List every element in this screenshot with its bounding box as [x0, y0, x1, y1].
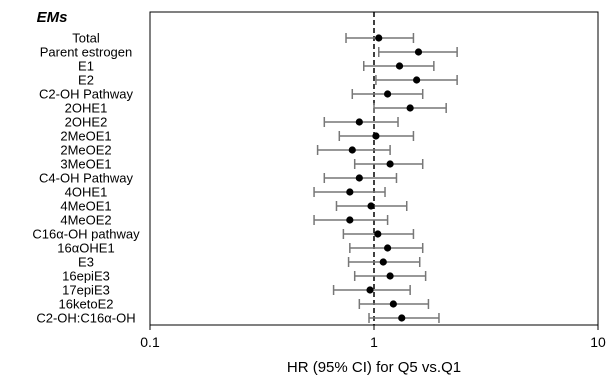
hr-point: [386, 160, 394, 168]
hr-point: [355, 118, 363, 126]
row-label: 16epiE3: [62, 269, 110, 284]
estimate-row: [353, 159, 424, 169]
row-label: 2MeOE2: [60, 143, 111, 158]
hr-point: [346, 216, 354, 224]
x-tick-label: 1: [370, 334, 378, 350]
estimate-row: [351, 89, 424, 99]
column-header: EMs: [37, 9, 68, 26]
hr-point: [355, 174, 363, 182]
estimate-rows: [313, 33, 458, 323]
estimate-row: [349, 243, 424, 253]
hr-point: [346, 188, 354, 196]
hr-point: [379, 258, 387, 266]
row-label: 4OHE1: [65, 185, 108, 200]
hr-point: [386, 272, 394, 280]
row-label: 17epiE3: [62, 283, 110, 298]
hr-point: [372, 132, 380, 140]
estimate-row: [313, 215, 389, 225]
estimate-row: [373, 103, 447, 113]
estimate-row: [338, 131, 415, 141]
row-label: E3: [78, 255, 94, 270]
row-label: 2OHE2: [65, 115, 108, 130]
estimate-row: [342, 229, 415, 239]
hr-point: [374, 230, 382, 238]
estimate-row: [368, 313, 440, 323]
hr-point: [398, 314, 406, 322]
hr-point: [383, 90, 392, 98]
x-tick-label: 0.1: [140, 334, 160, 350]
x-tick-label: 10: [590, 334, 606, 350]
row-label: 2OHE1: [65, 101, 108, 116]
estimate-row: [363, 61, 435, 71]
estimate-row: [353, 271, 427, 281]
estimate-row: [323, 173, 398, 183]
row-label: C16α-OH pathway: [32, 227, 140, 242]
row-label: E2: [78, 73, 94, 88]
estimate-row: [335, 201, 408, 211]
estimate-row: [316, 145, 391, 155]
row-label: E1: [78, 59, 94, 74]
x-axis: 0.1 1 10: [140, 325, 606, 350]
estimate-row: [375, 75, 458, 85]
row-label: 16ketoE2: [59, 297, 114, 312]
row-label: Parent estrogen: [40, 45, 133, 60]
estimate-row: [313, 187, 386, 197]
hr-point: [366, 286, 374, 294]
hr-point: [389, 300, 397, 308]
hr-point: [375, 34, 383, 42]
row-label: 3MeOE1: [60, 157, 111, 172]
estimate-row: [377, 47, 458, 57]
row-label: C4-OH Pathway: [39, 171, 133, 186]
row-label: C2-OH Pathway: [39, 87, 133, 102]
hr-point: [395, 62, 404, 70]
estimate-row: [323, 117, 399, 127]
hr-point: [367, 202, 375, 210]
row-label: 2MeOE1: [60, 129, 111, 144]
estimate-row: [332, 285, 411, 295]
estimate-row: [345, 33, 415, 43]
x-axis-title: HR (95% CI) for Q5 vs.Q1: [287, 359, 461, 376]
hr-point: [414, 48, 423, 56]
hr-point: [383, 244, 392, 252]
row-label: 16αOHE1: [57, 241, 114, 256]
hr-point: [348, 146, 356, 154]
estimate-row: [358, 299, 430, 309]
row-label: 4MeOE1: [60, 199, 111, 214]
row-label: 4MeOE2: [60, 213, 111, 228]
row-label: C2-OH:C16α-OH: [36, 311, 135, 326]
hr-point: [413, 76, 421, 84]
hr-point: [406, 104, 414, 112]
estimate-row: [347, 257, 421, 267]
row-label: Total: [72, 31, 100, 46]
